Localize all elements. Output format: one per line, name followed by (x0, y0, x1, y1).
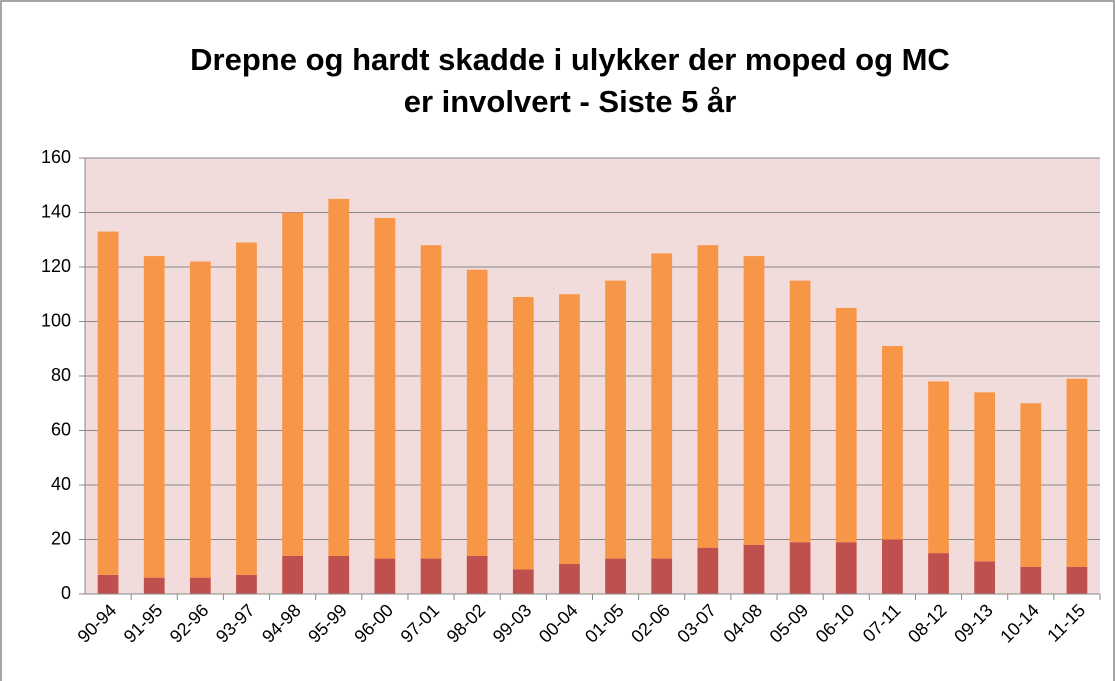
bar-segment (697, 245, 719, 548)
bar-segment (374, 558, 396, 594)
bar-segment (328, 555, 350, 594)
bar-segment (189, 577, 211, 594)
bar-segment (835, 542, 857, 594)
bar-segment (974, 392, 996, 562)
bar-segment (466, 555, 488, 594)
bar-segment (559, 564, 580, 594)
y-tick-label: 20 (51, 528, 71, 548)
bar-segment (420, 558, 442, 594)
bar-segment (928, 553, 949, 594)
bar-segment (928, 381, 949, 554)
bar-segment (512, 569, 534, 594)
bar-segment (697, 547, 719, 594)
bar-segment (605, 280, 626, 559)
bar-segment (743, 544, 765, 594)
bar-segment (882, 539, 903, 594)
bar-segment (236, 574, 257, 594)
bar-segment (559, 294, 580, 565)
bar-segment (328, 198, 350, 556)
y-tick-label: 160 (41, 147, 71, 167)
bar-segment (743, 256, 765, 545)
bar-segment (605, 558, 626, 594)
bar-segment (420, 245, 442, 559)
bar-segment (466, 269, 488, 556)
bar-segment (974, 561, 996, 594)
chart-title: er involvert - Siste 5 år (404, 84, 737, 119)
y-tick-label: 140 (41, 201, 71, 221)
bar-segment (651, 558, 673, 594)
bar-segment (282, 555, 303, 594)
bar-segment (789, 542, 811, 594)
bar-segment (1066, 566, 1088, 594)
bar-segment (1020, 403, 1042, 567)
bar-segment (282, 212, 303, 556)
y-tick-label: 100 (41, 310, 71, 330)
bar-segment (374, 217, 396, 559)
bar-segment (1066, 378, 1088, 567)
y-tick-label: 120 (41, 256, 71, 276)
bar-segment (143, 256, 165, 578)
bar-segment (512, 296, 534, 570)
y-tick-label: 80 (51, 365, 71, 385)
bar-segment (789, 280, 811, 543)
bar-segment (97, 574, 119, 594)
bar-segment (651, 253, 673, 559)
bar-segment (236, 242, 257, 575)
y-tick-label: 40 (51, 474, 71, 494)
bar-segment (143, 577, 165, 594)
bar-segment (835, 307, 857, 543)
bar-segment (882, 346, 903, 540)
bar-segment (97, 231, 119, 575)
bar-segment (1020, 566, 1042, 594)
bar-segment (189, 261, 211, 578)
y-tick-label: 60 (51, 419, 71, 439)
y-tick-label: 0 (61, 583, 71, 603)
chart-title: Drepne og hardt skadde i ulykker der mop… (190, 42, 950, 77)
